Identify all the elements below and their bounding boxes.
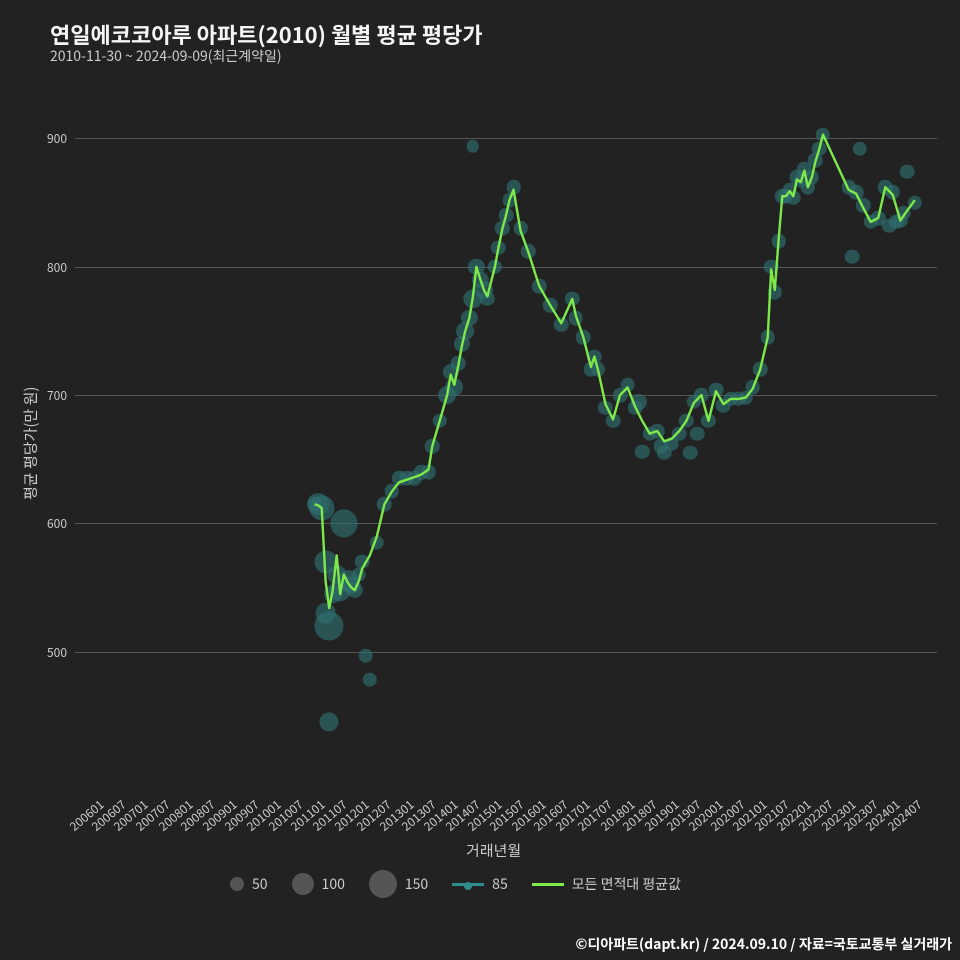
- legend-bubble-icon: [230, 877, 244, 891]
- legend-bubble-icon: [292, 873, 314, 895]
- avg-line: [315, 135, 915, 608]
- ytick-label: 600: [27, 515, 67, 532]
- legend-size-item: 150: [369, 870, 428, 898]
- legend-size-label: 50: [252, 874, 268, 894]
- chart-root: 연일에코코아루 아파트(2010) 월별 평균 평당가2010-11-30 ~ …: [0, 0, 960, 960]
- legend-size-label: 100: [322, 874, 345, 894]
- legend-line-item: 85: [452, 874, 508, 894]
- line-layer: [75, 100, 937, 780]
- credit-text: ©디아파트(dapt.kr) / 2024.09.10 / 자료=국토교통부 실…: [575, 934, 952, 954]
- plot-area: [75, 100, 937, 780]
- legend-bubble-icon: [369, 870, 397, 898]
- legend-line-icon: [452, 883, 484, 886]
- legend: 50 100 150 85 모든 면적대 평균값: [230, 870, 681, 898]
- legend-size-item: 50: [230, 874, 268, 894]
- ytick-label: 500: [27, 644, 67, 661]
- ytick-label: 900: [27, 130, 67, 147]
- legend-size-label: 150: [405, 874, 428, 894]
- chart-subtitle: 2010-11-30 ~ 2024-09-09(최근계약일): [50, 46, 282, 66]
- ylabel: 평균 평당가(만 원): [20, 387, 41, 500]
- legend-line-icon: [532, 883, 564, 886]
- ytick-label: 800: [27, 259, 67, 276]
- legend-line-label: 85: [492, 874, 508, 894]
- legend-size-item: 100: [292, 873, 345, 895]
- legend-line-label: 모든 면적대 평균값: [572, 874, 681, 894]
- legend-line-item: 모든 면적대 평균값: [532, 874, 681, 894]
- xlabel: 거래년월: [466, 840, 521, 861]
